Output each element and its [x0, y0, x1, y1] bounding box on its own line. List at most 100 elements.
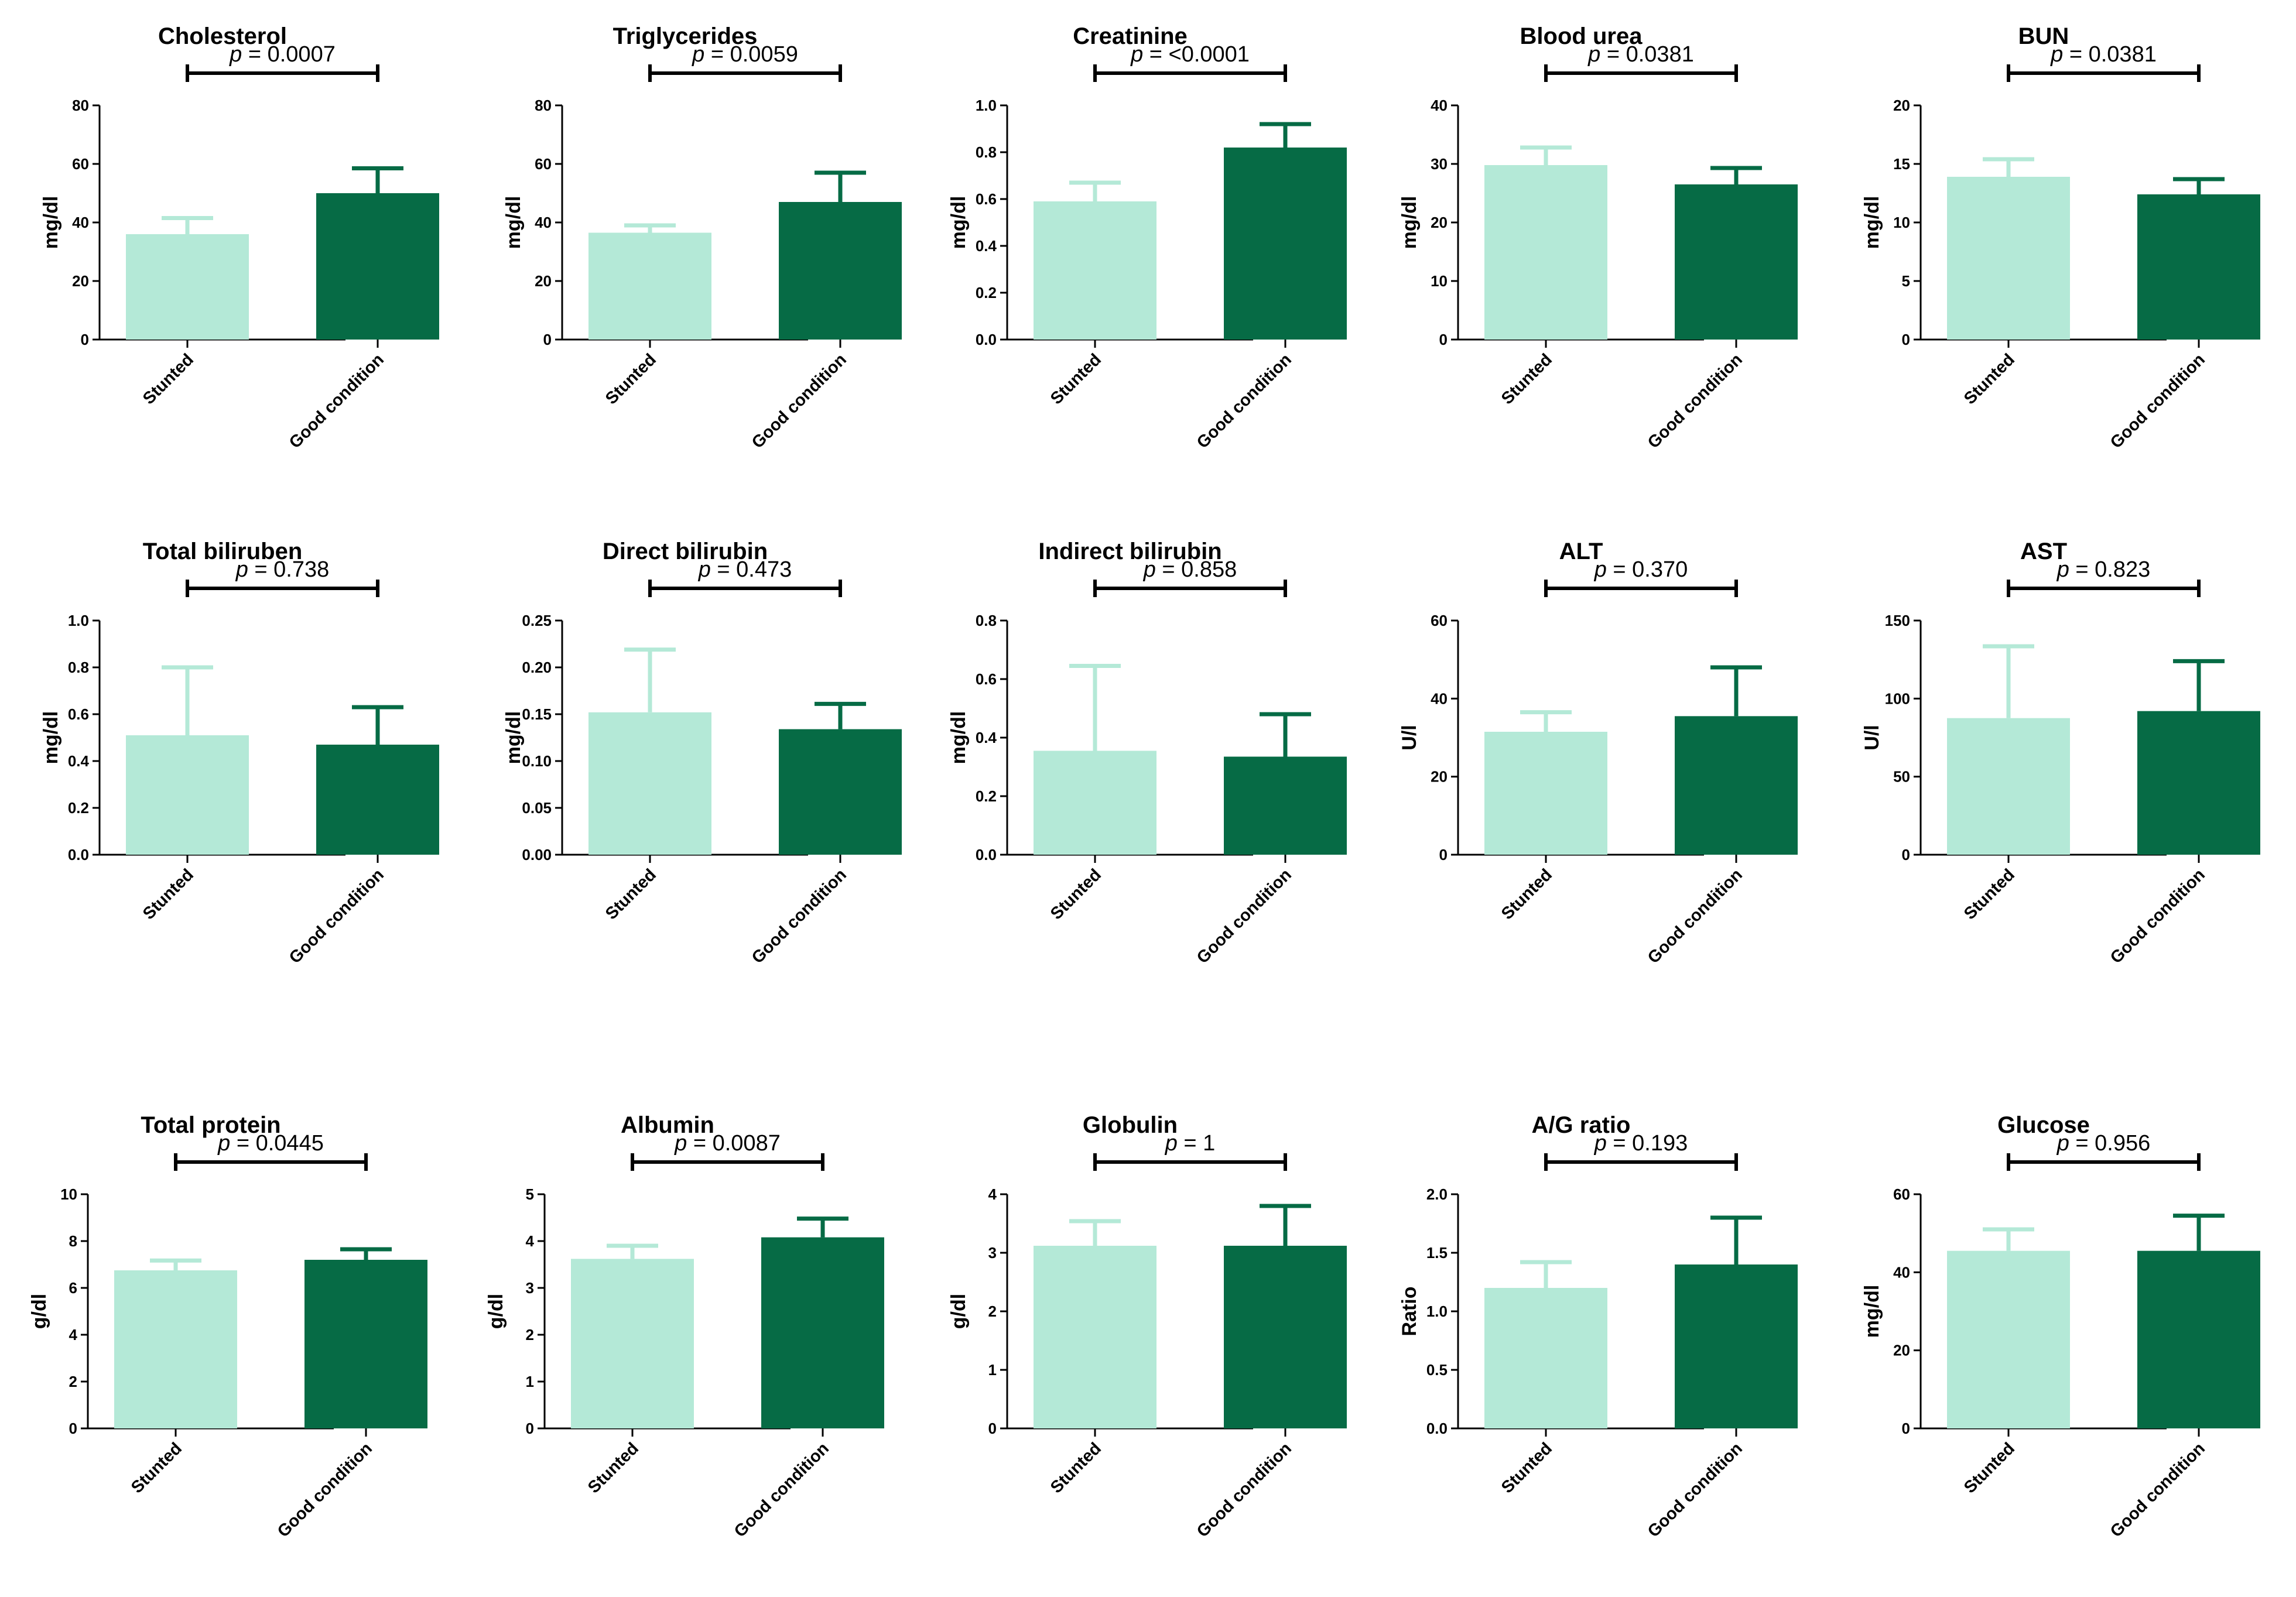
category-label: Good condition [1193, 350, 1295, 452]
category-label: Good condition [286, 865, 388, 967]
y-axis-label: mg/dl [1861, 196, 1883, 249]
chart-title: Creatinine [1073, 23, 1188, 49]
p-value-label: p = 0.0381 [1587, 42, 1694, 67]
y-axis-label: mg/dl [40, 196, 62, 249]
y-tick-label: 40 [1893, 1263, 1910, 1281]
chart-panel-6: Total biliruben mg/dl 0.0 0.2 0.4 0.6 0.8 1.0 St… [40, 539, 439, 967]
y-tick-label: 0.6 [976, 190, 997, 208]
chart-title: A/G ratio [1532, 1112, 1631, 1138]
bar-good-condition [761, 1237, 884, 1428]
category-label: Stunted [1498, 350, 1556, 408]
y-axis-label: mg/dl [1398, 196, 1421, 249]
category-label: Good condition [1644, 1439, 1746, 1541]
p-value: = <0.0001 [1143, 42, 1250, 67]
y-axis-label: U/l [1861, 725, 1883, 750]
chart-title: Globulin [1083, 1112, 1178, 1138]
bar-stunted [1947, 177, 2070, 340]
y-tick-label: 0.8 [976, 612, 997, 629]
category-label: Good condition [286, 350, 388, 452]
category-label: Good condition [2107, 350, 2209, 452]
y-tick-label: 1.5 [1426, 1244, 1448, 1262]
y-tick-label: 2 [69, 1373, 77, 1390]
y-tick-label: 1.0 [68, 612, 89, 629]
y-tick-label: 0.4 [976, 237, 997, 255]
p-value-label: p = 0.823 [2057, 557, 2151, 582]
bar-stunted [588, 232, 711, 340]
y-tick-label: 3 [526, 1279, 534, 1297]
y-tick-label: 0.10 [522, 752, 552, 770]
bar-good-condition [779, 729, 902, 855]
p-value-label: p = 0.0007 [229, 42, 336, 67]
p-symbol: p [698, 557, 711, 582]
p-symbol: p [1594, 557, 1607, 582]
y-axis-label: mg/dl [502, 711, 525, 765]
bar-good-condition [1224, 148, 1347, 340]
y-tick-label: 1 [526, 1373, 534, 1390]
bar-stunted [1034, 750, 1156, 855]
category-label: Stunted [1960, 1439, 2018, 1497]
bar-stunted [1034, 1246, 1156, 1428]
chart-title: Albumin [621, 1112, 714, 1138]
p-value: = 0.738 [248, 557, 329, 582]
y-tick-label: 0 [1439, 846, 1448, 863]
y-tick-label: 1.0 [1426, 1303, 1448, 1320]
y-tick-label: 10 [60, 1185, 77, 1203]
y-axis-label: mg/dl [947, 711, 970, 765]
y-axis-label: Ratio [1398, 1287, 1421, 1336]
chart-panel-7: Direct bilirubin mg/dl 0.00 0.05 0.10 0.15 0.2… [502, 539, 902, 967]
p-value-label: p = 0.0059 [692, 42, 798, 67]
y-tick-label: 40 [1431, 97, 1448, 114]
p-symbol: p [1143, 557, 1156, 582]
bar-stunted [1034, 201, 1156, 340]
y-tick-label: 2 [526, 1326, 534, 1344]
chart-panel-4: Blood urea mg/dl 0 10 20 30 40 Stunted Good cond… [1398, 23, 1798, 452]
chart-title: Direct bilirubin [603, 539, 768, 564]
p-value: = 0.473 [711, 557, 792, 582]
bar-good-condition [316, 193, 439, 340]
category-label: Good condition [748, 350, 850, 452]
p-value: = 0.0381 [1600, 42, 1694, 67]
y-tick-label: 0.0 [976, 846, 997, 863]
y-tick-label: 60 [535, 155, 552, 173]
y-tick-label: 0.0 [976, 331, 997, 348]
p-value: = 0.193 [1607, 1131, 1688, 1156]
y-tick-label: 80 [72, 97, 89, 114]
p-symbol: p [1130, 42, 1143, 67]
y-tick-label: 0.5 [1426, 1361, 1448, 1379]
y-tick-label: 2.0 [1426, 1185, 1448, 1203]
y-tick-label: 20 [535, 272, 552, 290]
p-symbol: p [1594, 1131, 1607, 1156]
y-tick-label: 0.8 [976, 143, 997, 161]
y-tick-label: 15 [1893, 155, 1910, 173]
bar-stunted [1484, 1288, 1607, 1428]
p-value: = 0.370 [1607, 557, 1688, 582]
y-tick-label: 2 [988, 1303, 997, 1320]
y-tick-label: 50 [1893, 768, 1910, 786]
y-tick-label: 0 [1902, 846, 1910, 863]
category-label: Good condition [731, 1439, 833, 1541]
bar-good-condition [2137, 711, 2260, 855]
chart-panel-9: ALT U/l 0 20 40 60 Stunted Good condition p = 0.… [1398, 539, 1798, 967]
p-value-label: p = 0.956 [2057, 1131, 2151, 1156]
y-tick-label: 4 [526, 1232, 535, 1250]
bar-good-condition [316, 745, 439, 855]
y-tick-label: 0.6 [68, 705, 89, 723]
y-tick-label: 20 [1431, 214, 1448, 231]
category-label: Good condition [1193, 1439, 1295, 1541]
p-symbol: p [1165, 1131, 1178, 1156]
y-tick-label: 0.2 [976, 284, 997, 301]
y-tick-label: 0.0 [68, 846, 89, 863]
category-label: Stunted [1047, 865, 1105, 923]
bar-stunted [1484, 732, 1607, 855]
y-tick-label: 40 [1431, 690, 1448, 707]
p-symbol: p [217, 1131, 230, 1156]
chart-panel-1: Cholesterol mg/dl 0 20 40 60 80 Stunted Good con… [40, 23, 439, 452]
p-value: = 0.858 [1156, 557, 1237, 582]
p-value: = 0.0445 [230, 1131, 324, 1156]
p-value-label: p = 0.858 [1143, 557, 1237, 582]
y-tick-label: 80 [535, 97, 552, 114]
y-tick-label: 60 [1893, 1185, 1910, 1203]
p-symbol: p [674, 1131, 687, 1156]
y-tick-label: 0 [1902, 1420, 1910, 1437]
p-symbol: p [2057, 557, 2069, 582]
